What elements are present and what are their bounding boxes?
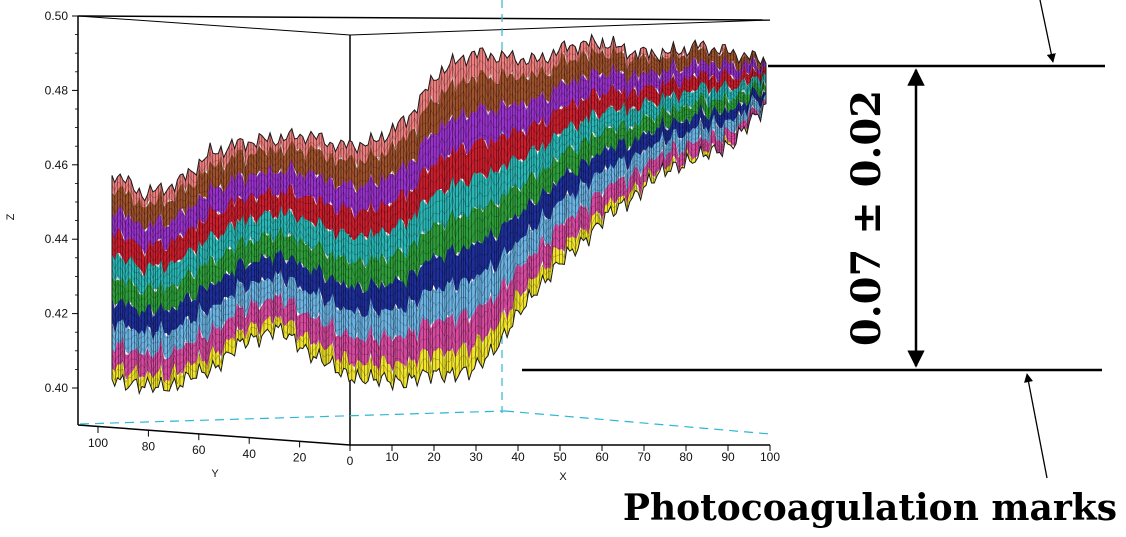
surface-fill [112,34,766,394]
x-tick-label: 40 [511,450,525,464]
z-axis-ticks: 0.50 0.48 0.46 0.44 0.42 0.40 [45,9,78,395]
surface-mesh [111,33,767,396]
top-frame-right-edge [349,19,771,36]
surface-outline [111,33,767,396]
x-tick-label: 100 [760,450,780,464]
z-tick-label: 0.42 [45,307,69,321]
surface-color-band [112,71,766,299]
y-tick-label: 0 [347,454,354,468]
surface-color-band [112,99,766,383]
top-pointer-arrow [1039,0,1056,63]
y-axis-label: Y [211,468,219,480]
y-tick-label: 80 [142,440,156,454]
z-tick-label: 0.40 [45,381,69,395]
y-tick-label: 60 [192,443,206,457]
z-tick-label: 0.48 [45,83,69,97]
y-tick-label: 40 [243,447,257,461]
y-axis-line [77,424,351,446]
x-tick-label: 30 [469,450,483,464]
x-axis-ticks: 10 20 30 40 50 60 70 80 90 100 [385,445,780,464]
top-frame-left-edge [77,15,351,36]
surface-wire-verticals [112,34,766,394]
surface-color-band [112,86,766,342]
x-tick-label: 60 [595,450,609,464]
top-frame-back-edge [77,15,771,21]
z-tick-label: 0.44 [45,232,69,246]
y-axis-ticks: 100 80 60 40 20 0 [88,427,354,468]
x-tick-label: 50 [553,450,567,464]
y-tick-label: 20 [293,450,307,464]
floor-dashed-right [504,410,771,435]
z-axis-label: Z [5,213,17,220]
floor-dashed-back [79,410,506,425]
z-tick-label: 0.50 [45,9,69,23]
surface-color-band [112,93,766,365]
caption-photocoagulation: Photocoagulation marks [623,487,1117,529]
x-tick-label: 10 [385,450,399,464]
surface-wire-horizontals [112,40,766,387]
x-tick-label: 90 [721,450,735,464]
range-annotation: 0.07 ± 0.02 Photocoagulation marks [522,0,1117,529]
x-tick-label: 80 [679,450,693,464]
z-tick-label: 0.46 [45,158,69,172]
range-value-label: 0.07 ± 0.02 [843,90,890,346]
x-axis-label: X [559,471,567,483]
x-tick-label: 20 [427,450,441,464]
x-tick-label: 70 [637,450,651,464]
y-tick-label: 100 [88,436,108,450]
bottom-pointer-arrow [1024,373,1048,479]
